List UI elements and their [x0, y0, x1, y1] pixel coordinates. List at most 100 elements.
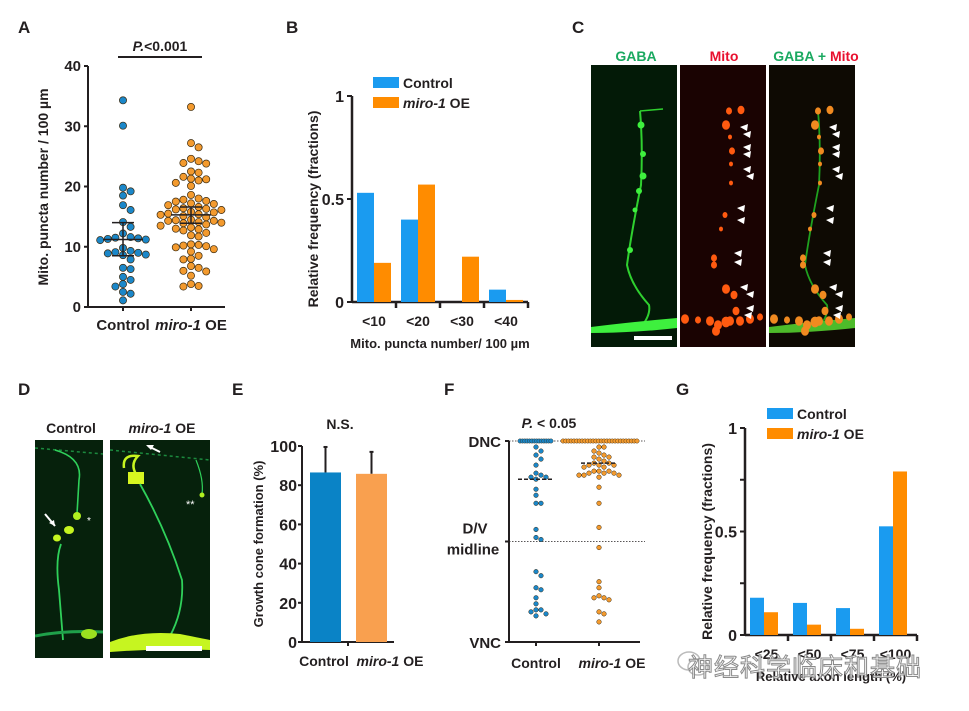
f-data-point — [601, 464, 607, 470]
c-merge-micrograph — [769, 65, 855, 347]
a-data-point — [103, 249, 112, 258]
mito-punctum — [825, 316, 833, 326]
f-data-point — [538, 448, 544, 454]
g-bar-control — [750, 597, 764, 635]
b-x-tick-label: <10 — [362, 313, 386, 329]
control-neuron-image: * — [35, 447, 103, 641]
gaba-neuron-image — [591, 108, 677, 340]
d-label-miro-suffix: OE — [171, 420, 196, 436]
f-data-point-dnc — [634, 438, 640, 444]
f-data-point — [533, 500, 539, 506]
panel-label-c: C — [572, 18, 585, 37]
arrowhead-icon — [744, 312, 752, 319]
a-data-point — [187, 181, 195, 190]
panel-label-e: E — [232, 380, 244, 399]
a-data-point — [171, 243, 180, 252]
arrowhead-icon — [835, 173, 843, 180]
a-x-tick-label-italic: miro-1 — [155, 317, 201, 334]
f-data-point — [596, 468, 602, 474]
f-data-point — [538, 573, 544, 579]
a-data-point — [164, 209, 173, 218]
a-y-tick-label: 40 — [64, 58, 81, 75]
b-x-tick-label: <20 — [406, 313, 430, 329]
e-y-tick-label: 40 — [279, 557, 297, 574]
b-y-axis-label: Relative frequency (fractions) — [305, 111, 321, 308]
a-data-point — [187, 271, 195, 280]
a-data-point — [194, 176, 203, 185]
c-merge-plus: + — [813, 48, 830, 64]
mito-punctum — [784, 316, 790, 324]
a-data-point — [119, 272, 127, 281]
a-data-point — [141, 235, 150, 244]
e-y-axis-label: Growth cone formation (%) — [251, 461, 266, 628]
a-y-tick-label: 30 — [64, 118, 81, 135]
a-data-point — [126, 289, 135, 298]
c-mito-micrograph — [680, 65, 766, 347]
b-y-tick-label: 0.5 — [322, 192, 344, 209]
f-data-point — [596, 585, 602, 591]
a-data-point — [119, 296, 127, 305]
f-data-point — [596, 456, 602, 462]
f-p-value: P. < 0.05 — [522, 415, 577, 431]
b-bar-miro — [462, 256, 479, 302]
f-data-point — [533, 526, 539, 532]
b-bar-miro — [374, 262, 391, 302]
scale-bar — [634, 336, 672, 340]
arrowhead-icon — [743, 166, 751, 173]
e-x-tick-label: Control — [299, 653, 349, 669]
arrowhead-icon — [746, 305, 754, 312]
f-data-point — [601, 470, 607, 476]
arrowhead-icon — [746, 173, 754, 180]
f-data-point — [596, 444, 602, 450]
f-data-point — [586, 470, 592, 476]
f-data-point — [533, 470, 539, 476]
f-data-point — [601, 611, 607, 617]
mito-image — [681, 105, 763, 336]
d-label-miro-italic: miro-1 — [128, 420, 172, 436]
a-p-rest: <0.001 — [144, 38, 187, 54]
f-data-point — [611, 470, 617, 476]
g-x-tick-label: <100 — [880, 646, 912, 662]
a-data-point — [141, 250, 150, 259]
b-y-tick-label: 1 — [335, 89, 344, 106]
b-y-tick-label: 0 — [335, 295, 344, 312]
e-x-tick-label-italic: miro-1 — [357, 653, 400, 669]
a-p-value: P.<0.001 — [133, 38, 188, 54]
f-x-tick-label: miro-1 OE — [579, 655, 646, 671]
f-p-rest: < 0.05 — [533, 415, 576, 431]
f-x-tick-label-italic: miro-1 — [579, 655, 622, 671]
a-data-point — [187, 174, 195, 183]
a-x-tick-label: miro-1 OE — [155, 317, 227, 334]
a-data-point — [126, 265, 135, 273]
f-data-point — [538, 536, 544, 543]
f-data-point-dnc — [548, 438, 554, 444]
a-data-point — [194, 281, 203, 290]
a-data-point — [119, 191, 127, 200]
arrowhead-icon — [826, 205, 834, 212]
f-data-point — [538, 587, 544, 593]
arrow-icon — [146, 445, 154, 450]
arrowhead-icon — [823, 259, 831, 266]
a-data-point — [202, 204, 211, 213]
a-data-point — [134, 248, 143, 257]
arrowhead-icon — [833, 312, 841, 319]
mito-punctum — [811, 284, 819, 294]
c-gaba-micrograph — [591, 65, 677, 347]
a-data-point — [164, 201, 173, 210]
a-y-axis-label: Mito. puncta number / 100 µm — [35, 88, 51, 285]
panel-label-a: A — [18, 18, 31, 37]
a-x-tick-label-suffix: OE — [201, 317, 227, 334]
mito-punctum — [722, 120, 730, 130]
g-y-tick-label: 1 — [728, 421, 737, 438]
a-data-point — [126, 206, 135, 214]
b-legend-label: miro-1 OE — [403, 95, 470, 111]
f-data-point — [596, 609, 602, 615]
g-legend-label: miro-1 OE — [797, 426, 864, 442]
panel-label-g: G — [676, 380, 690, 399]
mito-punctum — [729, 147, 735, 155]
f-data-point — [596, 524, 602, 530]
a-data-point — [202, 242, 211, 251]
a-data-point — [209, 216, 218, 225]
arrowhead-icon — [823, 250, 831, 257]
g-legend-swatch — [767, 428, 793, 439]
